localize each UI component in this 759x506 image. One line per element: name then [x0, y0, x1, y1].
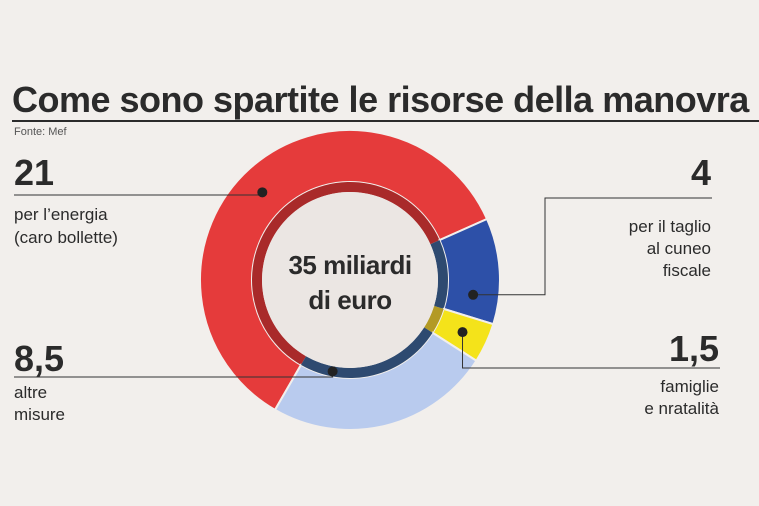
center-total-line2: di euro	[308, 285, 392, 315]
chart-title: Come sono spartite le risorse della mano…	[12, 80, 759, 122]
leader-dot-cuneo	[468, 289, 479, 300]
label-altre-value: 8,5	[14, 338, 65, 379]
label-famiglie-value: 1,5	[668, 328, 719, 369]
label-energia-text1: per l’energia	[14, 205, 108, 224]
source-note: Fonte: Mef	[14, 126, 67, 138]
label-famiglie-text2: e nratalità	[644, 399, 719, 418]
label-cuneo-text3: fiscale	[662, 261, 711, 280]
label-energia-value: 21	[14, 152, 55, 193]
leader-dot-famiglie	[457, 327, 468, 338]
label-energia-text2: (caro bollette)	[14, 228, 118, 247]
center-total-line1: 35 miliardi	[288, 250, 412, 280]
donut-hole	[262, 192, 438, 368]
inner-ring-altre	[301, 327, 433, 378]
label-cuneo-value: 4	[690, 152, 711, 193]
inner-ring-cuneo	[430, 240, 448, 309]
center-total: 35 miliardi di euro	[280, 250, 420, 316]
label-famiglie-text1: famiglie	[660, 377, 719, 396]
leader-dot-energia	[257, 187, 268, 198]
label-cuneo-text1: per il taglio	[628, 217, 711, 236]
label-cuneo-text2: al cuneo	[646, 239, 711, 258]
leader-dot-altre	[327, 366, 338, 377]
inner-ring-famiglie	[424, 305, 444, 333]
leader-famiglie	[462, 332, 720, 369]
label-altre-text1: altre	[14, 383, 48, 402]
label-altre-text2: misure	[14, 405, 66, 424]
leader-cuneo	[473, 197, 712, 296]
